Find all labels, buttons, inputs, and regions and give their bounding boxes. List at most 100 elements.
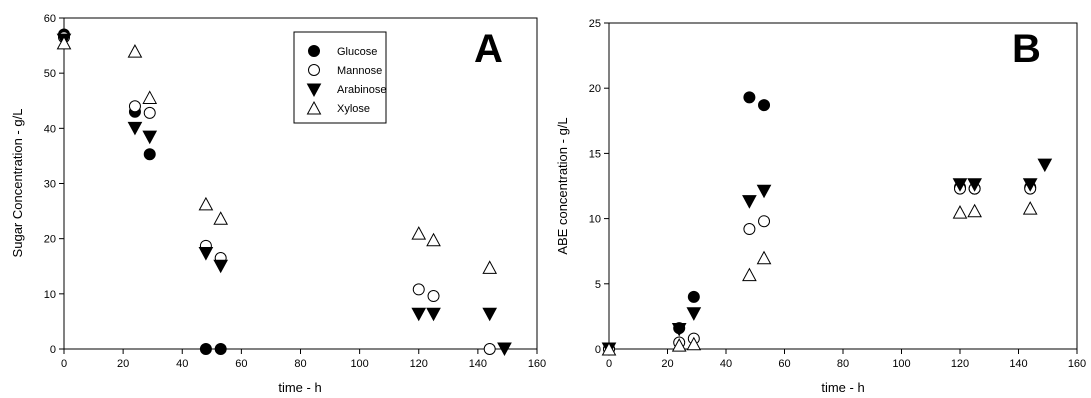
data-point-series-3 — [56, 35, 72, 50]
data-point-series-3 — [482, 260, 498, 274]
plot-area-frame — [608, 22, 1078, 350]
y-tick-label: 20 — [44, 234, 56, 246]
panel-letter-b: B — [1012, 27, 1041, 71]
x-axis-label: time - h — [821, 380, 864, 395]
y-axis-label: ABE concentration - g/L — [555, 117, 570, 254]
y-tick-label: 0 — [50, 344, 56, 356]
x-tick-label: 60 — [235, 358, 247, 370]
data-point-series-0 — [687, 290, 700, 303]
legend-box — [293, 31, 387, 124]
legend-label-arabinose: Arabinose — [337, 84, 387, 96]
x-tick-label: 40 — [176, 358, 188, 370]
data-point-series-0 — [758, 99, 771, 112]
data-point-series-2 — [1022, 178, 1038, 192]
data-point-series-3 — [601, 341, 617, 356]
y-tick-label: 30 — [44, 179, 56, 191]
x-tick-label: 20 — [117, 358, 129, 370]
legend-item-1: Mannose — [308, 64, 382, 77]
data-point-series-2 — [686, 307, 702, 321]
legend-marker-glucose — [308, 45, 320, 57]
legend-item-0: Glucose — [308, 45, 377, 58]
legend: Glucose Mannose Arabinose Xylose — [293, 31, 387, 124]
data-point-series-2 — [142, 130, 158, 145]
data-point-series-1 — [412, 283, 425, 296]
y-tick-label: 10 — [44, 289, 56, 301]
data-point-series-2 — [127, 121, 143, 136]
data-point-series-2 — [742, 195, 757, 209]
data-point-series-0 — [214, 343, 227, 355]
data-point-series-1 — [427, 290, 440, 303]
data-point-series-2 — [411, 307, 427, 322]
x-tick-label: 160 — [1068, 358, 1086, 370]
y-tick-label: 40 — [44, 123, 56, 135]
x-tick-label: 120 — [951, 358, 969, 370]
y-tick-label: 50 — [44, 68, 56, 80]
legend-item-2: Arabinose — [306, 83, 387, 98]
data-point-series-3 — [198, 196, 214, 211]
y-axis-label: Sugar Concentration - g/L — [10, 109, 25, 258]
data-point-series-2 — [1037, 158, 1053, 173]
data-point-series-3 — [1022, 201, 1038, 215]
legend-marker-xylose — [306, 100, 322, 115]
data-point-series-2 — [671, 322, 687, 337]
data-point-series-1 — [743, 223, 756, 236]
data-point-series-1 — [483, 343, 496, 355]
data-point-series-0 — [743, 91, 756, 104]
panel-letter-a: A — [474, 27, 503, 71]
panel-b-chart: 0 20 40 60 80 100 120 140 160 0 5 10 15 20 25 time - h… — [555, 18, 1086, 395]
data-point-series-0 — [143, 148, 156, 161]
x-tick-label: 60 — [778, 358, 790, 370]
legend-marker-mannose — [308, 64, 320, 76]
data-point-series-2 — [426, 307, 441, 322]
data-point-series-3 — [756, 250, 772, 265]
x-tick-label: 120 — [410, 358, 428, 370]
x-tick-label: 0 — [606, 358, 612, 370]
data-point-series-2 — [213, 259, 229, 274]
data-point-series-3 — [411, 226, 427, 240]
y-tick-label: 10 — [589, 214, 601, 226]
data-point-series-3 — [952, 205, 968, 219]
axis-ticks: 0 20 40 60 80 100 120 140 160 0 5 10 15 20 25 — [589, 18, 1086, 370]
data-point-series-2 — [952, 178, 968, 192]
data-point-series-2 — [756, 184, 772, 199]
x-tick-label: 140 — [1009, 358, 1027, 370]
x-axis-label: time - h — [278, 380, 321, 395]
data-point-series-1 — [128, 100, 141, 113]
x-tick-label: 80 — [294, 358, 306, 370]
x-tick-label: 0 — [61, 358, 67, 370]
panel-a-chart: 0 20 40 60 80 100 120 140 160 0 10 20 30 40 50 60 time … — [10, 13, 546, 395]
y-tick-label: 20 — [589, 83, 601, 95]
data-point-series-2 — [198, 247, 214, 261]
x-tick-label: 40 — [720, 358, 732, 370]
data-point-series-1 — [758, 215, 771, 228]
data-point-series-3 — [742, 267, 757, 282]
y-tick-label: 60 — [44, 13, 56, 25]
legend-item-3: Xylose — [306, 100, 370, 115]
data-point-series-3 — [213, 211, 229, 225]
axis-ticks: 0 20 40 60 80 100 120 140 160 0 10 20 30 40 50 60 — [44, 13, 546, 370]
data-point-series-3 — [426, 232, 441, 247]
y-tick-label: 15 — [589, 148, 601, 160]
legend-label-xylose: Xylose — [337, 103, 370, 115]
legend-marker-arabinose — [306, 83, 322, 98]
legend-label-mannose: Mannose — [337, 65, 382, 77]
data-point-series-3 — [686, 336, 702, 351]
data-point-series-0 — [199, 343, 212, 355]
data-marks — [601, 91, 1053, 357]
y-tick-label: 5 — [595, 279, 601, 291]
data-point-series-2 — [482, 307, 498, 322]
x-tick-label: 100 — [892, 358, 910, 370]
y-tick-label: 25 — [589, 18, 601, 30]
legend-label-glucose: Glucose — [337, 46, 377, 58]
data-point-series-3 — [671, 338, 687, 352]
data-point-series-3 — [142, 90, 158, 104]
x-tick-label: 80 — [837, 358, 849, 370]
x-tick-label: 20 — [661, 358, 673, 370]
data-point-series-3 — [127, 44, 143, 58]
x-tick-label: 160 — [528, 358, 546, 370]
data-point-series-2 — [967, 178, 982, 192]
data-point-series-3 — [967, 203, 982, 218]
y-tick-label: 0 — [595, 344, 601, 356]
data-point-series-2 — [497, 342, 512, 357]
